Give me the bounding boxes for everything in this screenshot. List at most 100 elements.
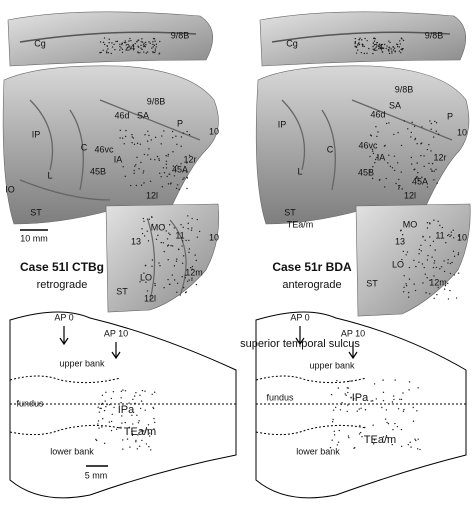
- label-dot: [374, 49, 376, 51]
- label-dot: [362, 45, 364, 47]
- label-dot: [139, 407, 142, 410]
- label-dot: [120, 401, 122, 404]
- label-dot: [154, 40, 156, 42]
- label-dot: [167, 153, 170, 156]
- label-dot: [431, 170, 433, 172]
- label-dot: [108, 404, 111, 406]
- label-dot: [165, 167, 168, 169]
- area-label: IP: [278, 119, 287, 129]
- label-dot: [399, 230, 402, 232]
- label-dot: [175, 187, 178, 190]
- label-dot: [416, 175, 418, 178]
- scale-label: 10 mm: [20, 233, 48, 243]
- label-dot: [444, 285, 447, 287]
- label-dot: [141, 232, 144, 235]
- label-dot: [416, 162, 418, 164]
- label-dot: [143, 430, 145, 432]
- label-dot: [133, 48, 135, 50]
- label-dot: [396, 45, 399, 48]
- label-dot: [376, 156, 378, 159]
- label-dot: [171, 274, 173, 276]
- label-dot: [133, 172, 135, 175]
- label-dot: [120, 390, 123, 393]
- label-dot: [135, 439, 137, 442]
- label-dot: [168, 173, 170, 175]
- label-dot: [425, 292, 427, 294]
- label-dot: [381, 51, 384, 53]
- label-dot: [131, 414, 133, 417]
- label-dot: [437, 133, 440, 135]
- label-dot: [130, 39, 132, 42]
- label-dot: [144, 390, 146, 392]
- label-dot: [407, 128, 409, 130]
- label-dot: [174, 168, 177, 171]
- label-dot: [124, 40, 126, 42]
- label-dot: [449, 272, 452, 275]
- label-dot: [363, 52, 365, 55]
- label-dot: [373, 40, 376, 42]
- label-dot: [153, 44, 156, 47]
- label-dot: [347, 404, 349, 406]
- label-dot: [391, 401, 394, 403]
- label-dot: [338, 429, 340, 432]
- label-dot: [397, 408, 400, 410]
- label-dot: [173, 279, 176, 281]
- label-dot: [346, 410, 348, 413]
- label-dot: [160, 175, 162, 178]
- label-dot: [125, 129, 127, 132]
- label-dot: [185, 171, 188, 173]
- area-label: 46d: [114, 110, 129, 120]
- label-dot: [376, 135, 378, 138]
- label-dot: [434, 249, 436, 251]
- label-dot: [102, 49, 104, 52]
- label-dot: [177, 248, 180, 250]
- label-dot: [331, 421, 334, 423]
- area-label: 11: [435, 230, 444, 240]
- label-dot: [134, 42, 136, 45]
- area-label: P: [177, 118, 183, 128]
- label-dot: [329, 446, 332, 449]
- label-dot: [107, 48, 109, 50]
- label-dot: [160, 143, 162, 145]
- label-dot: [366, 39, 368, 42]
- area-label: IA: [114, 154, 123, 164]
- label-dot: [394, 379, 396, 381]
- label-dot: [103, 442, 106, 445]
- area-label: 45B: [90, 166, 106, 176]
- sts-label: IPa: [352, 392, 369, 404]
- label-dot: [154, 136, 157, 139]
- sts-maps: [9, 311, 467, 499]
- label-dot: [401, 258, 403, 261]
- label-dot: [410, 131, 413, 134]
- label-dot: [356, 410, 358, 412]
- label-dot: [441, 226, 444, 229]
- label-dot: [343, 381, 346, 383]
- label-dot: [372, 48, 374, 50]
- label-dot: [421, 176, 423, 178]
- label-dot: [98, 411, 101, 413]
- label-dot: [171, 136, 174, 139]
- label-dot: [402, 392, 404, 394]
- label-dot: [144, 265, 147, 267]
- label-dot: [136, 414, 138, 416]
- label-dot: [371, 177, 374, 180]
- label-dot: [134, 165, 136, 167]
- label-dot: [364, 37, 366, 40]
- label-dot: [410, 446, 412, 448]
- label-dot: [363, 45, 365, 48]
- label-dot: [110, 429, 113, 432]
- area-label: 46d: [370, 109, 385, 119]
- label-dot: [393, 133, 395, 136]
- label-dot: [392, 428, 394, 431]
- area-label: MO: [151, 222, 166, 232]
- label-dot: [147, 130, 149, 132]
- label-dot: [417, 387, 419, 389]
- area-label: 24: [373, 42, 383, 52]
- label-dot: [418, 179, 420, 182]
- label-dot: [167, 155, 169, 157]
- label-dot: [154, 50, 157, 52]
- label-dot: [452, 250, 455, 252]
- label-dot: [144, 431, 146, 434]
- label-dot: [414, 438, 416, 440]
- label-dot: [157, 234, 159, 237]
